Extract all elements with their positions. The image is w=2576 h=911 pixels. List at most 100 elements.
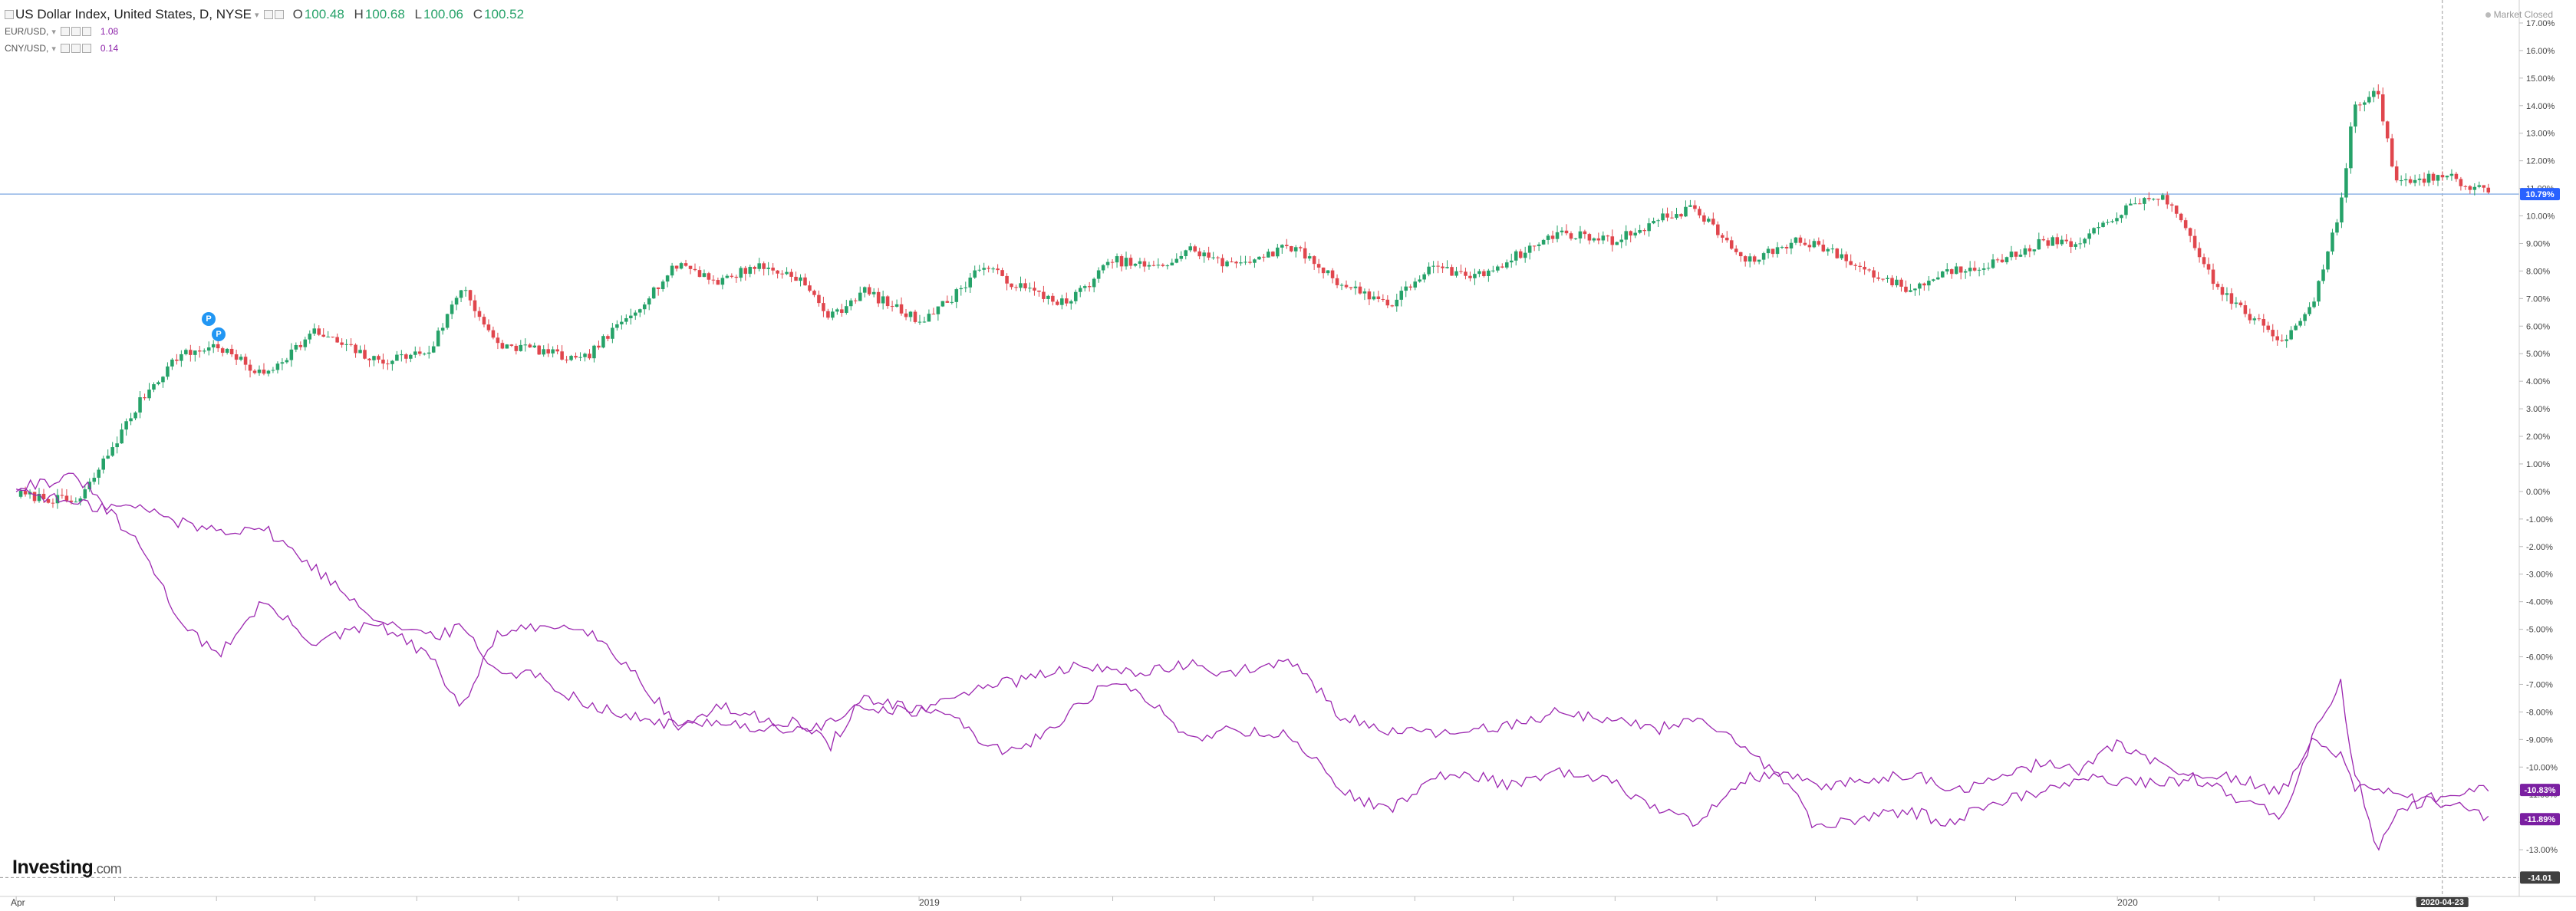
candle-body	[41, 493, 46, 500]
legend-compare-row-eur[interactable]: EUR/USD, ▾ 1.08	[5, 23, 530, 40]
candle-body	[1408, 286, 1412, 288]
candle-body	[1151, 265, 1156, 266]
candle-body	[1757, 259, 1761, 262]
crosshair-price-label: -14.01	[2528, 873, 2551, 883]
candle-body	[1092, 278, 1096, 288]
candle-body	[1968, 268, 1972, 271]
candle-body	[1803, 242, 1807, 245]
market-status-text: Market Closed	[2493, 9, 2553, 20]
chevron-down-icon[interactable]: ▾	[51, 44, 56, 54]
candle-body	[1738, 252, 1743, 257]
candle-body	[120, 429, 124, 444]
close-icon[interactable]	[274, 10, 284, 19]
candle-body	[1289, 246, 1293, 252]
candle-body	[789, 271, 793, 277]
event-marker-p[interactable]: P	[212, 327, 226, 341]
candle-body	[2298, 321, 2302, 326]
candle-body	[404, 354, 408, 359]
candle-body	[629, 315, 633, 318]
candle-body	[1642, 229, 1646, 232]
candle-body	[2078, 243, 2082, 245]
y-tick-label: 10.00%	[2526, 212, 2555, 222]
label-layer: 10.79% -10.83% -11.89% -14.01 2020-04-23	[2416, 188, 2560, 907]
candle-body	[2472, 186, 2477, 190]
candle-body	[693, 268, 697, 271]
candle-body	[551, 349, 555, 354]
candle-body	[922, 321, 927, 323]
eye-icon[interactable]	[60, 27, 70, 36]
candle-body	[688, 265, 693, 269]
candle-body	[2349, 126, 2353, 169]
candle-body	[1821, 245, 1826, 252]
candle-body	[1527, 245, 1532, 253]
close-icon[interactable]	[81, 27, 91, 36]
eye-icon[interactable]	[60, 44, 70, 53]
y-tick-label: 7.00%	[2526, 294, 2550, 304]
candle-body	[1523, 252, 1527, 258]
candle-body	[785, 271, 789, 275]
candle-body	[1101, 265, 1105, 271]
candle-body	[1399, 291, 1404, 300]
candle-body	[312, 328, 317, 334]
candle-body	[1918, 283, 1922, 289]
candle-body	[1573, 238, 1578, 239]
candle-body	[1867, 269, 1871, 271]
candle-body	[97, 469, 101, 479]
candle-body	[2340, 197, 2344, 223]
candle-body	[257, 369, 262, 373]
chevron-down-icon[interactable]: ▾	[255, 10, 259, 20]
candle-body	[2380, 94, 2385, 122]
x-tick-label: 2020	[2117, 897, 2138, 907]
settings-icon[interactable]	[263, 10, 273, 19]
candle-body	[1977, 269, 1981, 271]
candle-body	[1647, 223, 1651, 232]
usd-price-label-bg	[2520, 188, 2560, 201]
candle-body	[1958, 266, 1963, 273]
candle-body	[2179, 213, 2183, 221]
candle-body	[1619, 239, 1624, 242]
candle-body	[106, 456, 110, 459]
candle-body	[1564, 230, 1569, 234]
candle-body	[220, 348, 225, 354]
candle-body	[519, 344, 523, 351]
candle-body	[1587, 234, 1592, 241]
candle-body	[400, 354, 404, 356]
candle-body	[468, 290, 473, 301]
candle-body	[413, 351, 417, 355]
candle-body	[780, 273, 784, 275]
candle-body	[1381, 298, 1385, 300]
candle-body	[2280, 340, 2284, 341]
legend-compare-row-cny[interactable]: CNY/USD, ▾ 0.14	[5, 40, 530, 57]
candle-body	[2165, 195, 2169, 205]
candle-body	[1376, 296, 1381, 299]
settings-icon[interactable]	[71, 44, 81, 53]
candle-body	[1610, 236, 1615, 245]
candle-body	[1615, 242, 1619, 245]
y-tick-label: -4.00%	[2526, 598, 2553, 607]
candle-body	[647, 298, 651, 305]
candle-body	[885, 296, 890, 307]
candle-body	[1784, 246, 1789, 248]
candle-body	[1670, 217, 1674, 219]
candle-body	[1514, 251, 1518, 261]
candle-body	[78, 498, 83, 502]
candle-body	[1775, 247, 1780, 255]
candle-body	[611, 327, 614, 339]
collapse-icon[interactable]	[5, 10, 14, 19]
candle-body	[1056, 301, 1059, 305]
chevron-down-icon[interactable]: ▾	[51, 27, 56, 37]
candle-body	[1537, 244, 1541, 246]
candle-body	[670, 265, 674, 276]
candle-body	[2000, 259, 2004, 262]
candle-body	[1541, 239, 1546, 245]
candle-body	[1927, 281, 1931, 286]
event-marker-p[interactable]: P	[202, 312, 216, 326]
settings-icon[interactable]	[71, 27, 81, 36]
close-icon[interactable]	[81, 44, 91, 53]
candle-body	[234, 354, 239, 360]
legend-main-row[interactable]: US Dollar Index, United States, D, NYSE …	[5, 6, 530, 23]
candle-body	[1496, 266, 1500, 271]
